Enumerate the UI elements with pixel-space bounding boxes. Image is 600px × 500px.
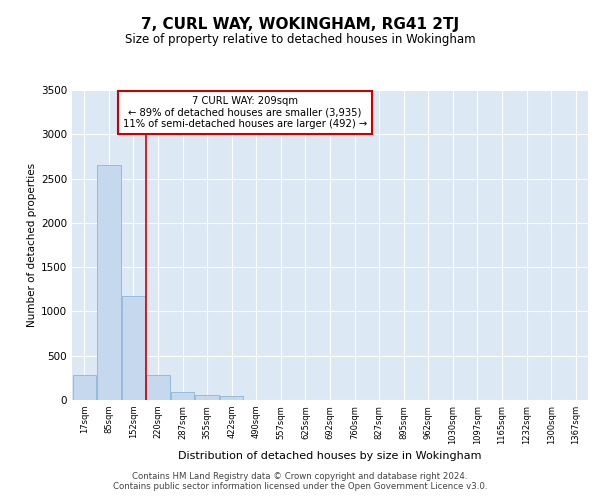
Text: Contains HM Land Registry data © Crown copyright and database right 2024.: Contains HM Land Registry data © Crown c… [132,472,468,481]
Bar [122,296,145,400]
Bar [146,375,170,400]
Bar [220,396,244,400]
Bar [73,375,96,400]
Text: 7 CURL WAY: 209sqm
← 89% of detached houses are smaller (3,935)
11% of semi-deta: 7 CURL WAY: 209sqm ← 89% of detached hou… [123,96,367,130]
Bar [171,392,194,400]
X-axis label: Distribution of detached houses by size in Wokingham: Distribution of detached houses by size … [178,451,482,461]
Text: 7, CURL WAY, WOKINGHAM, RG41 2TJ: 7, CURL WAY, WOKINGHAM, RG41 2TJ [141,18,459,32]
Bar [97,166,121,400]
Text: Size of property relative to detached houses in Wokingham: Size of property relative to detached ho… [125,32,475,46]
Bar [196,395,219,400]
Y-axis label: Number of detached properties: Number of detached properties [27,163,37,327]
Text: Contains public sector information licensed under the Open Government Licence v3: Contains public sector information licen… [113,482,487,491]
